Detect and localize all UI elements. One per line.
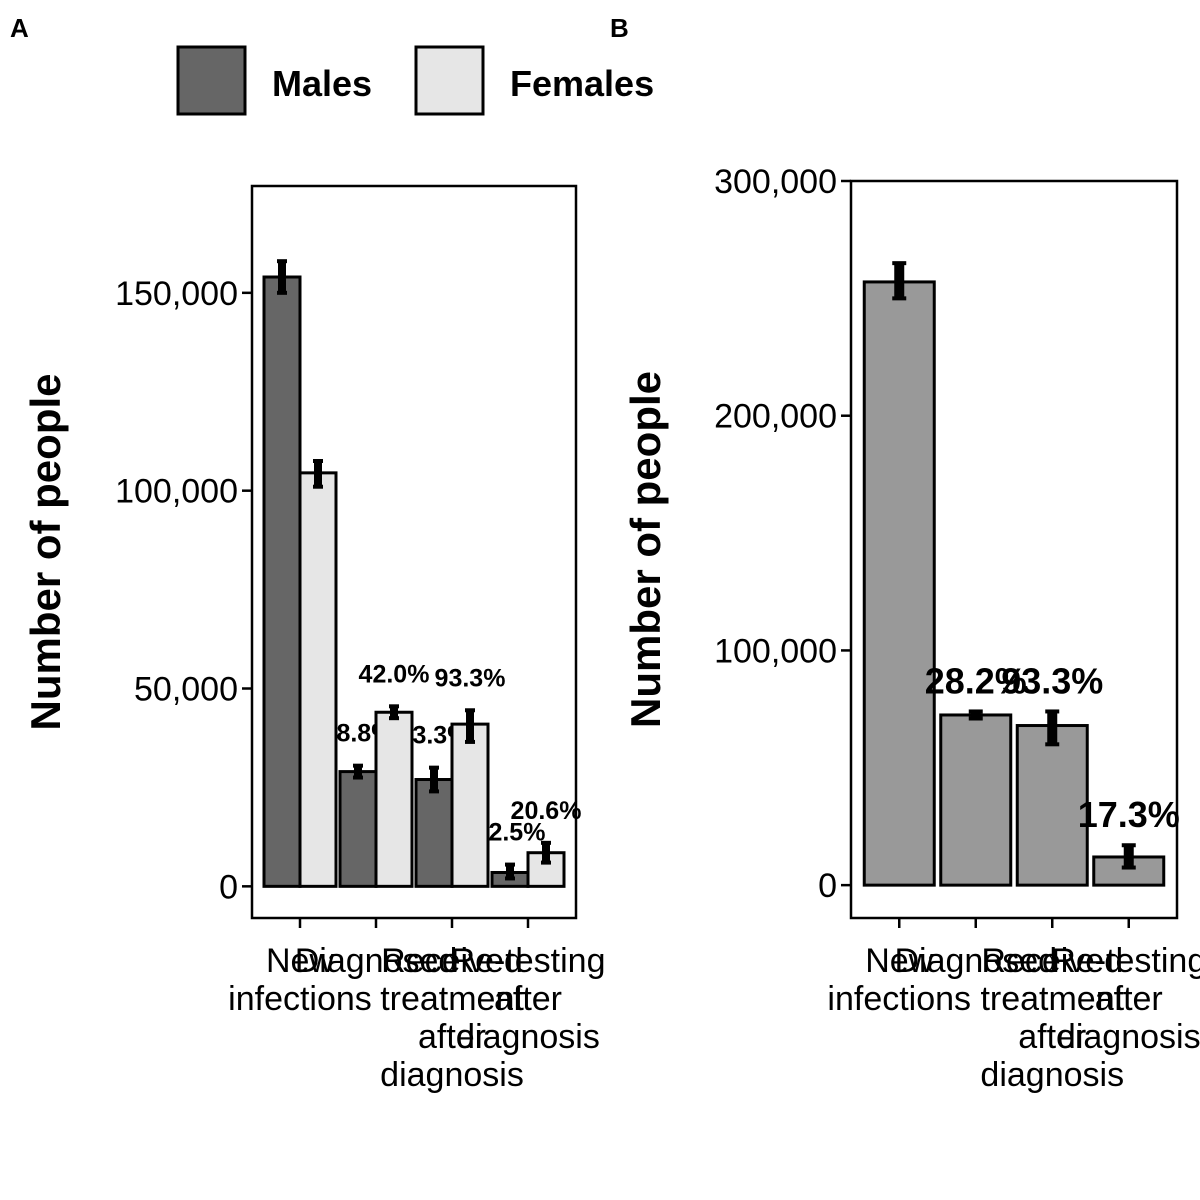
y-tick-label: 300,000 — [714, 163, 837, 201]
legend: Males Females — [176, 45, 654, 116]
legend-label-males: Males — [272, 63, 372, 104]
y-tick-label: 0 — [818, 867, 837, 905]
y-axis-title: Number of people — [22, 373, 69, 730]
bar — [939, 713, 1013, 887]
x-tick-label: New infections — [228, 942, 372, 1018]
bar — [338, 770, 378, 888]
percent-label: 93.3% — [1001, 660, 1103, 701]
x-tick-label: Received treatment after diagnosis — [380, 942, 524, 1094]
panel-a-letter: A — [10, 13, 29, 43]
legend-swatch-females — [414, 45, 485, 116]
bar — [450, 722, 490, 888]
bar — [414, 778, 454, 888]
panel-a-chart: 0 50,000 100,000 150,000 Number of people New… — [22, 184, 606, 1094]
percent-label: 42.0% — [359, 660, 430, 688]
y-tick-label: 200,000 — [714, 398, 837, 436]
legend-swatch-males — [176, 45, 247, 116]
percent-label: 20.6% — [511, 797, 582, 825]
y-tick-label: 50,000 — [134, 671, 238, 709]
panel-b-chart: 0 100,000 200,000 300,000 Number of people Ne… — [622, 163, 1200, 1094]
x-tick-label: Re-testing after diagnosis — [451, 942, 606, 1056]
y-tick-label: 100,000 — [115, 473, 238, 511]
bar — [1015, 724, 1089, 887]
panel-b-letter: B — [610, 13, 629, 43]
percent-label: 28.2% — [925, 660, 1027, 701]
percent-label: 17.3% — [1078, 794, 1180, 835]
y-axis-title: Number of people — [622, 371, 669, 728]
x-tick-label: New infections — [827, 942, 971, 1018]
x-tick-label: Diagnosed — [295, 942, 458, 980]
x-tick-label: Received treatment after diagnosis — [980, 942, 1124, 1094]
plot-frame — [849, 179, 1179, 920]
legend-label-females: Females — [510, 63, 654, 104]
bar — [262, 275, 302, 888]
x-tick-label: Re-testing after diagnosis — [1051, 942, 1200, 1056]
y-tick-label: 0 — [219, 868, 238, 906]
plot-frame — [250, 184, 578, 920]
y-tick-label: 100,000 — [714, 632, 837, 670]
y-tick-label: 150,000 — [115, 275, 238, 313]
bar — [298, 471, 338, 888]
bar — [862, 280, 936, 887]
percent-label: 93.3% — [435, 664, 506, 692]
x-tick-label: Diagnosed — [894, 942, 1057, 980]
bar — [374, 710, 414, 888]
